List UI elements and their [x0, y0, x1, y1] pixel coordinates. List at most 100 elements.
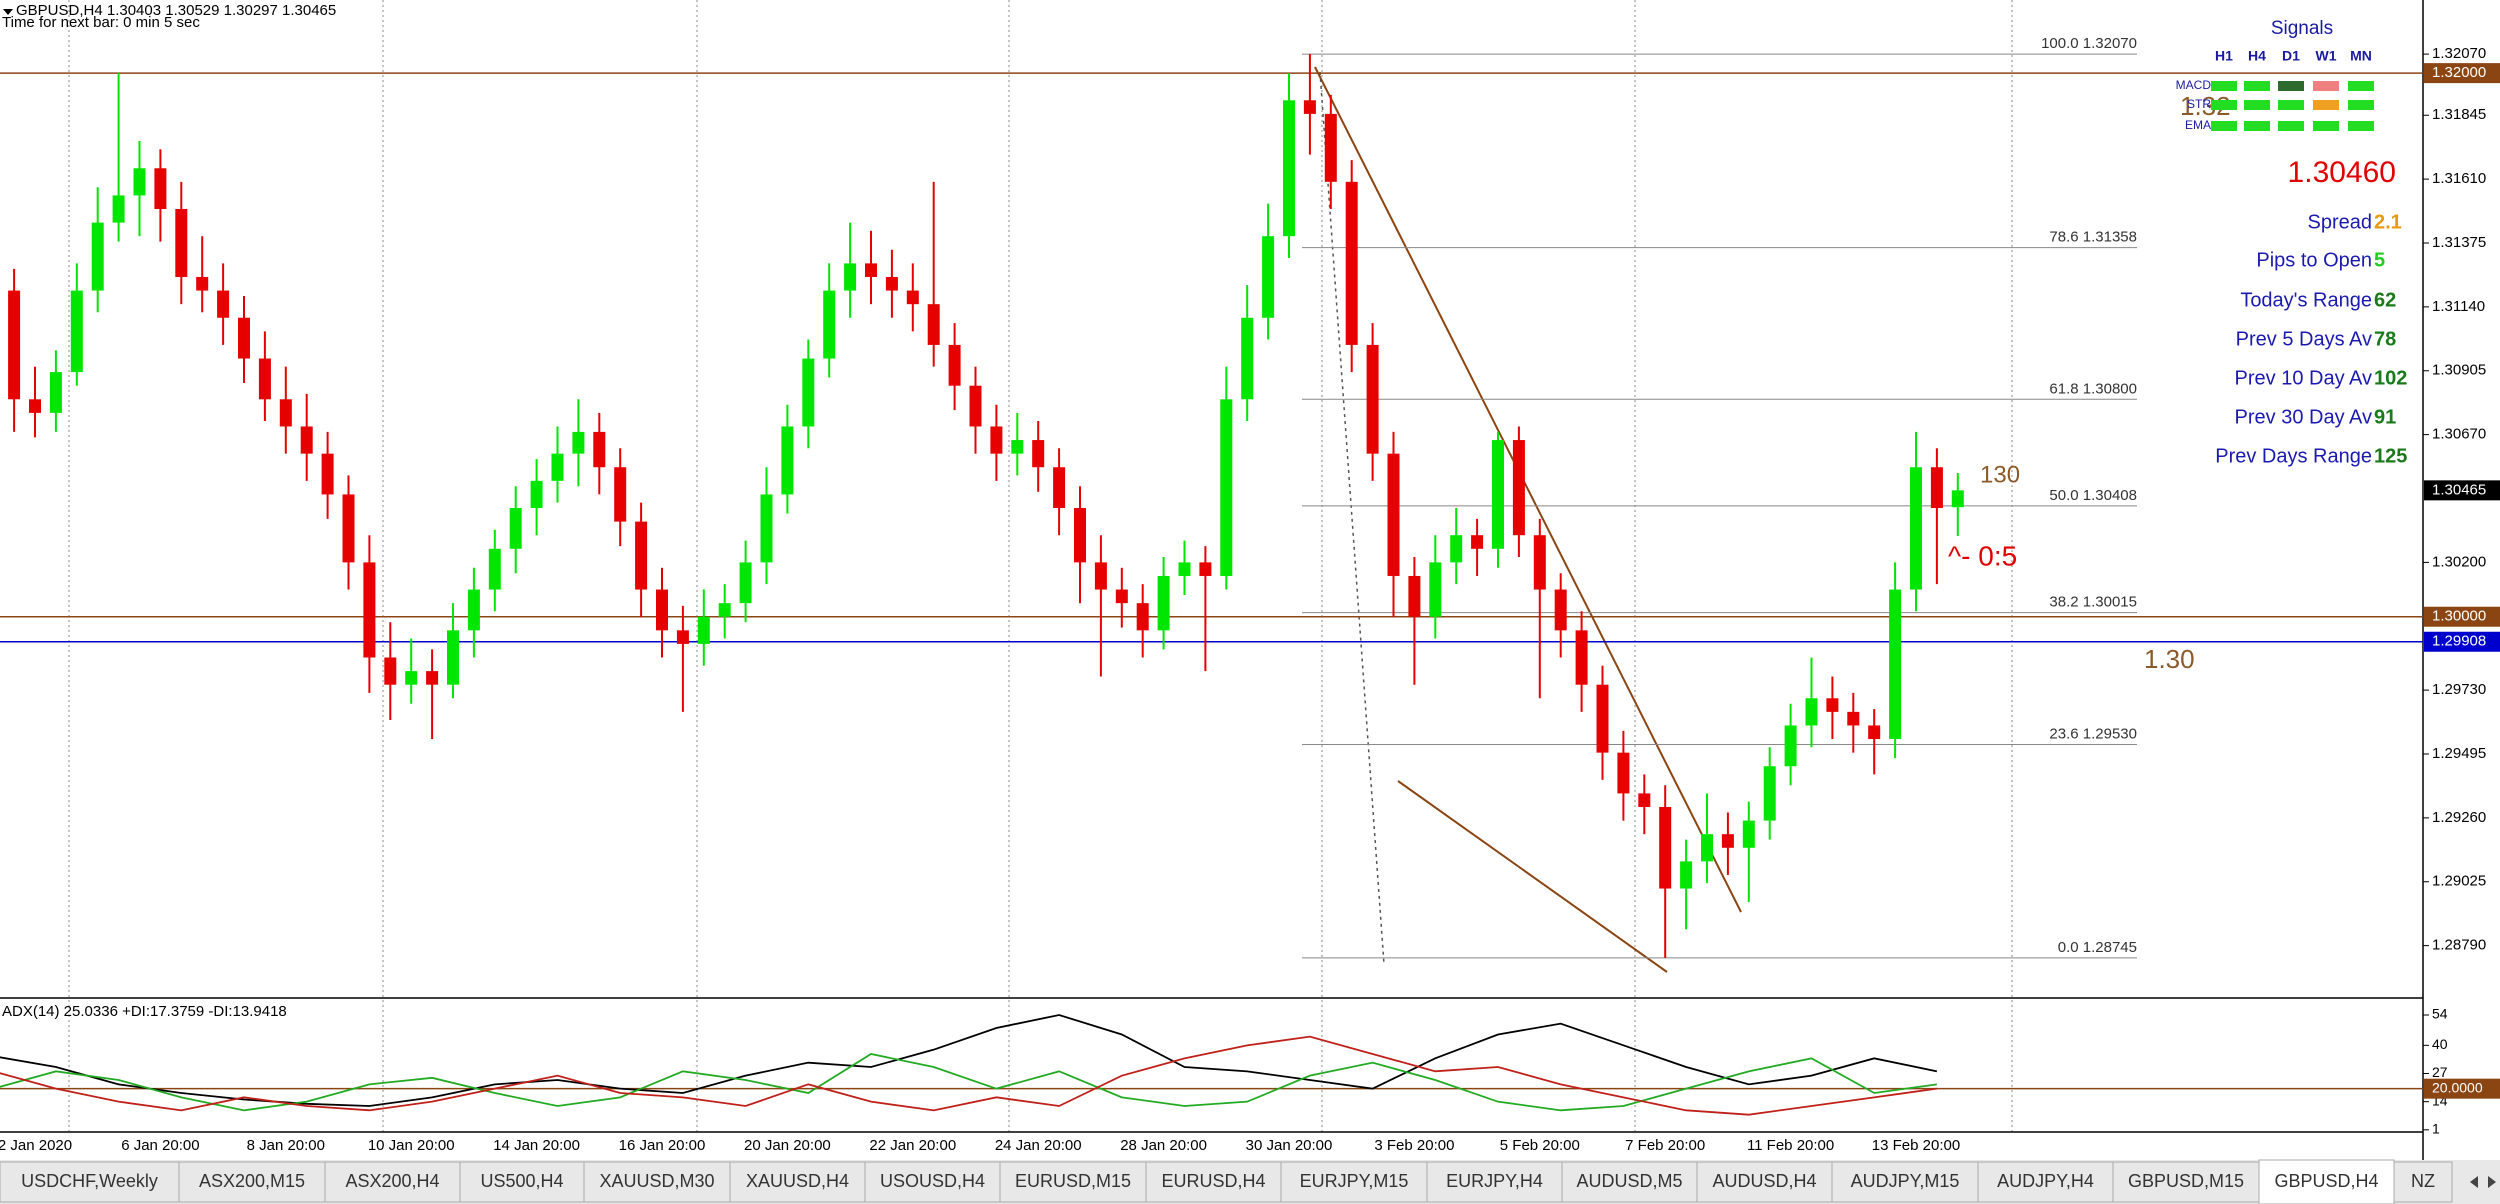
candle-body: [1011, 440, 1024, 454]
candle-body: [551, 453, 564, 481]
symbol-line: GBPUSD,H4 1.30403 1.30529 1.30297 1.3046…: [16, 2, 336, 19]
candle-body: [593, 431, 606, 468]
tab[interactable]: [2258, 1159, 2395, 1204]
candle-body: [1847, 711, 1860, 726]
fib-label: 0.0 1.28745: [2058, 939, 2137, 956]
signal-cell: [2348, 121, 2374, 131]
candle-body: [1930, 467, 1943, 509]
candle-body: [885, 276, 898, 291]
tab-label[interactable]: EURJPY,H4: [1446, 1171, 1543, 1191]
tab[interactable]: [1831, 1161, 1979, 1203]
tab[interactable]: [459, 1161, 585, 1203]
stat-label: Prev 30 Day Av: [2235, 406, 2372, 428]
candle-body: [865, 263, 877, 277]
signal-row-label: EMA: [2185, 118, 2211, 132]
candle-body: [1157, 575, 1170, 631]
tab[interactable]: [324, 1161, 461, 1203]
tab-label[interactable]: ASX200,H4: [345, 1171, 439, 1191]
tab[interactable]: [178, 1161, 326, 1203]
trend-lines: [1314, 66, 1742, 973]
tab-label[interactable]: EURUSD,H4: [1161, 1171, 1265, 1191]
tab-label[interactable]: AUDJPY,H4: [1997, 1171, 2094, 1191]
fib-label: 100.0 1.32070: [2041, 35, 2137, 52]
tab[interactable]: [583, 1161, 731, 1203]
candle-body: [990, 426, 1003, 454]
tab-label[interactable]: EURUSD,M15: [1015, 1171, 1131, 1191]
candle-body: [635, 521, 648, 590]
tab[interactable]: [0, 1161, 180, 1203]
tab[interactable]: [1426, 1161, 1563, 1203]
candle-body: [426, 671, 439, 685]
tab[interactable]: [1280, 1161, 1428, 1203]
candle-body: [1136, 603, 1149, 631]
y-tick-label: 1.29025: [2432, 873, 2486, 890]
candle-body: [1094, 562, 1107, 590]
tab-label[interactable]: USDCHF,Weekly: [21, 1171, 158, 1191]
candle-body: [1826, 698, 1839, 712]
tab-scroll-left[interactable]: [2470, 1176, 2478, 1188]
candle-body: [1889, 589, 1902, 740]
candle-body: [1763, 766, 1776, 821]
tab-label[interactable]: US500,H4: [480, 1171, 563, 1191]
tab[interactable]: [1145, 1161, 1282, 1203]
candle-body: [1408, 575, 1421, 617]
tab-label[interactable]: AUDUSD,M5: [1576, 1171, 1682, 1191]
candle-body: [300, 426, 313, 454]
candle-body: [1241, 317, 1254, 400]
price-box-label: 1.30465: [2432, 481, 2486, 498]
tab[interactable]: [2112, 1161, 2260, 1203]
tab[interactable]: [864, 1161, 1001, 1203]
tab-label[interactable]: GBPUSD,M15: [2128, 1171, 2244, 1191]
candle-body: [781, 426, 794, 495]
stat-value: 78: [2374, 328, 2396, 350]
tab[interactable]: [2393, 1161, 2453, 1203]
tab-label[interactable]: XAUUSD,M30: [599, 1171, 714, 1191]
tab-label[interactable]: AUDUSD,H4: [1712, 1171, 1816, 1191]
tab-label[interactable]: XAUUSD,H4: [746, 1171, 849, 1191]
x-tick-label: 20 Jan 20:00: [744, 1137, 831, 1154]
y-tick-label: 1.29495: [2432, 745, 2486, 762]
tab-label[interactable]: NZ: [2411, 1171, 2435, 1191]
tab-scroll-right[interactable]: [2488, 1176, 2496, 1188]
adx-line: [0, 1014, 1938, 1107]
x-tick-label: 30 Jan 20:00: [1246, 1137, 1333, 1154]
candle-body: [49, 372, 62, 413]
tab-label[interactable]: AUDJPY,M15: [1851, 1171, 1960, 1191]
candle-body: [217, 290, 230, 318]
tab-label[interactable]: ASX200,M15: [199, 1171, 305, 1191]
signal-cell: [2313, 81, 2339, 91]
candle-body: [1324, 113, 1337, 182]
candle-body: [175, 209, 188, 277]
candle-body: [1074, 508, 1086, 563]
stat-value: 91: [2374, 406, 2396, 428]
signal-cell: [2348, 81, 2374, 91]
signal-column: MN: [2350, 48, 2372, 64]
tab-label[interactable]: GBPUSD,H4: [2274, 1171, 2378, 1191]
signal-cell: [2278, 121, 2304, 131]
tab-label[interactable]: EURJPY,M15: [1300, 1171, 1409, 1191]
x-tick-label: 7 Feb 20:00: [1625, 1137, 1705, 1154]
candle-body: [1220, 399, 1233, 576]
y-tick-label: 1.30670: [2432, 426, 2486, 443]
candle-body: [572, 431, 585, 454]
y-tick-label: 1.30200: [2432, 553, 2486, 570]
candle-body: [823, 290, 836, 359]
signals-price: 1.30460: [2288, 156, 2396, 189]
tab[interactable]: [999, 1161, 1147, 1203]
stat-label: Prev 10 Day Av: [2235, 367, 2372, 389]
tab-label[interactable]: USOUSD,H4: [880, 1171, 985, 1191]
labels: 1.320701.318451.316101.313751.311401.309…: [0, 35, 2500, 1154]
x-tick-label: 13 Feb 20:00: [1872, 1137, 1960, 1154]
tab[interactable]: [1696, 1161, 1833, 1203]
signal-column: D1: [2282, 48, 2300, 64]
candle-body: [447, 630, 459, 685]
candle-body: [614, 467, 627, 522]
candle-body: [1680, 861, 1693, 889]
y-tick-label: 1.31610: [2432, 170, 2486, 187]
tab[interactable]: [1977, 1161, 2114, 1203]
collapse-arrow[interactable]: [3, 9, 13, 15]
tab[interactable]: [1561, 1161, 1698, 1203]
x-tick-label: 5 Feb 20:00: [1500, 1137, 1580, 1154]
candle-body: [1032, 440, 1045, 468]
adx-tick-label: 54: [2432, 1006, 2448, 1022]
